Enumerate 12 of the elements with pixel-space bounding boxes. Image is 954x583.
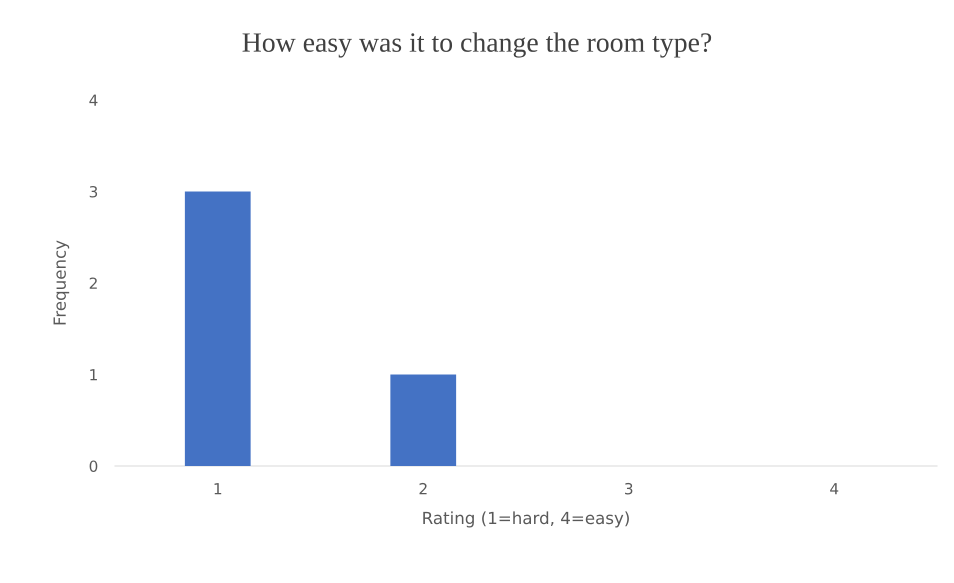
y-tick-label: 2 [90,277,97,289]
x-tick-label: 3 [625,482,632,494]
x-tick-label: 2 [420,482,427,494]
x-tick-label: 4 [830,483,838,494]
y-tick-label: 4 [89,94,98,106]
y-axis-title: Frequency [54,240,70,324]
y-tick-label: 1 [90,369,97,380]
y-tick-label: 3 [90,186,98,198]
chart-title: How easy was it to change the room type? [242,32,712,58]
y-tick-label: 0 [90,460,98,472]
x-tick-label: 1 [214,483,222,494]
x-axis-title: Rating (1=hard, 4=easy) [423,511,629,528]
